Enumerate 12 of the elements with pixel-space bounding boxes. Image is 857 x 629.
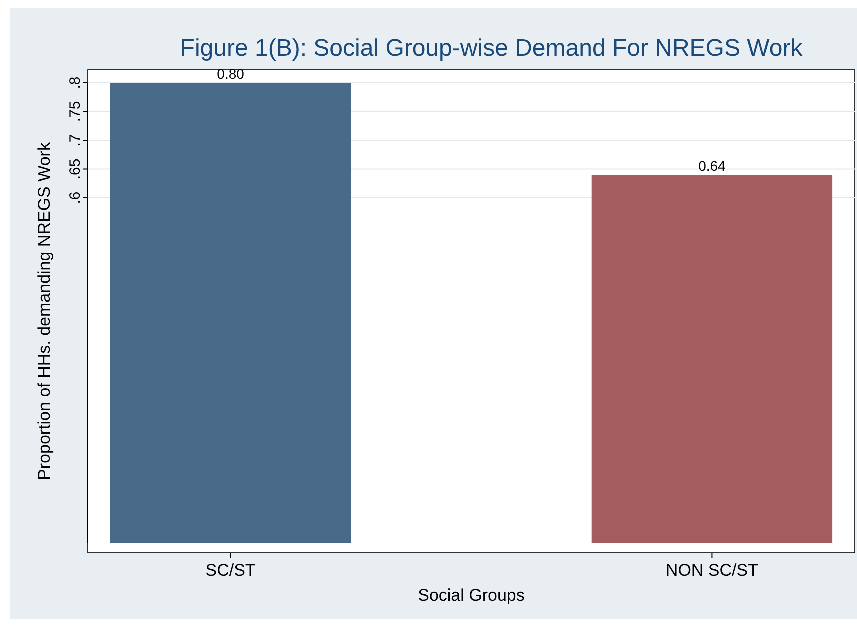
- y-tick-label: .7: [67, 134, 84, 147]
- y-tick-label: .8: [67, 76, 84, 90]
- data-label: 0.80: [217, 66, 245, 82]
- x-axis-title: Social Groups: [418, 586, 525, 605]
- x-tick-label: SC/ST: [206, 561, 256, 580]
- data-label: 0.64: [698, 158, 726, 174]
- y-axis-title: Proportion of HHs. demanding NREGS Work: [35, 142, 54, 480]
- y-tick-label: .75: [67, 101, 84, 122]
- y-tick-label: .6: [67, 192, 84, 204]
- y-tick-label: .65: [67, 158, 84, 180]
- x-tick-label: NON SC/ST: [666, 561, 758, 580]
- chart-title: Figure 1(B): Social Group-wise Demand For NREGS Work: [180, 35, 804, 62]
